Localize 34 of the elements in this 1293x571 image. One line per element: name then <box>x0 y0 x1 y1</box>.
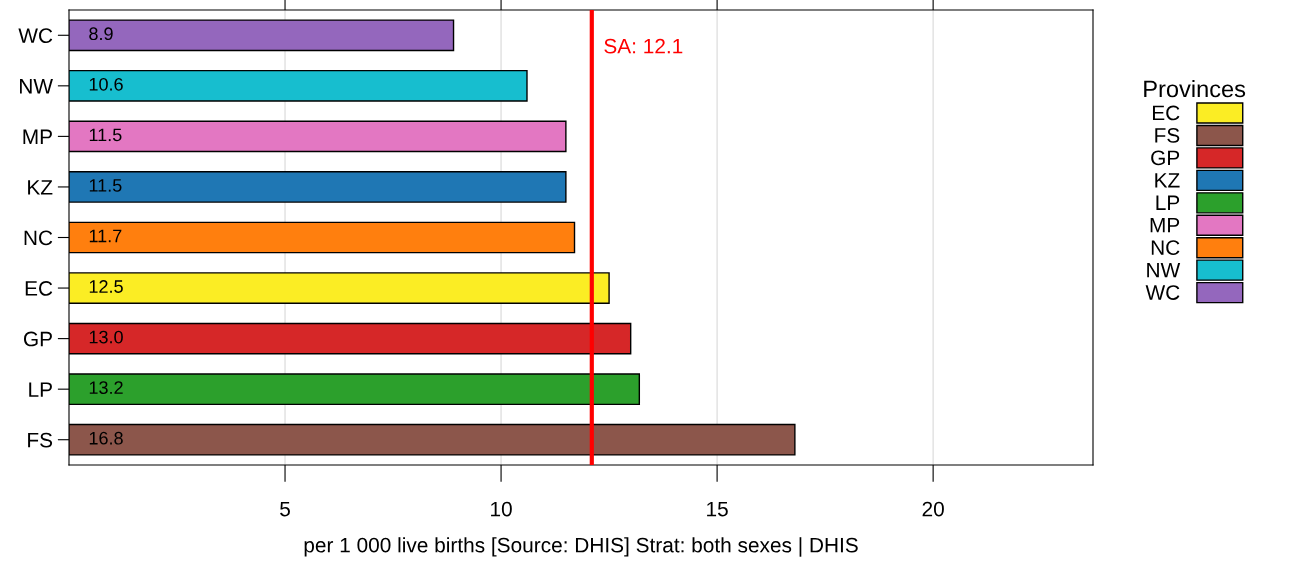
y-tick-label: KZ <box>28 180 53 195</box>
y-tick-label: LP <box>29 382 52 397</box>
legend-label: LP <box>1156 195 1180 210</box>
y-tick-label: WC <box>18 28 53 44</box>
y-tick-label: MP <box>23 129 52 144</box>
x-tick-label: 5 <box>280 501 290 517</box>
y-tick-label: NC <box>24 230 53 246</box>
data-label: 11.5 <box>89 128 122 142</box>
data-label: 10.6 <box>89 77 123 91</box>
y-tick-label: GP <box>23 331 52 347</box>
legend-label: NW <box>1147 262 1181 278</box>
x-axis-title: per 1 000 live births [Source: DHIS] Strat: both sexes | DHIS <box>304 537 858 557</box>
legend-title: Provinces <box>1144 79 1246 98</box>
data-label: 12.5 <box>89 280 123 293</box>
ref-line-label: SA: 12.1 <box>604 38 683 54</box>
x-tick-label: 10 <box>491 501 512 517</box>
x-tick-label: 20 <box>922 501 944 517</box>
data-label: 16.8 <box>89 431 123 445</box>
data-label: 11.7 <box>89 229 122 243</box>
legend-label: GP <box>1151 150 1180 166</box>
x-tick-label: 15 <box>707 501 728 517</box>
legend-label: MP <box>1150 218 1180 233</box>
legend-label: FS <box>1155 128 1180 143</box>
legend-label: NC <box>1151 240 1180 256</box>
y-tick-label: NW <box>20 79 53 94</box>
legend-label: EC <box>1153 105 1180 121</box>
y-tick-label: FS <box>28 432 53 448</box>
legend-label: KZ <box>1155 173 1180 188</box>
data-label: 13.0 <box>89 330 123 344</box>
data-label: 13.2 <box>89 381 123 395</box>
data-label: 11.5 <box>89 179 122 192</box>
data-label: 8.9 <box>89 27 113 41</box>
y-tick-label: EC <box>25 281 53 296</box>
legend-label: WC <box>1145 285 1180 300</box>
